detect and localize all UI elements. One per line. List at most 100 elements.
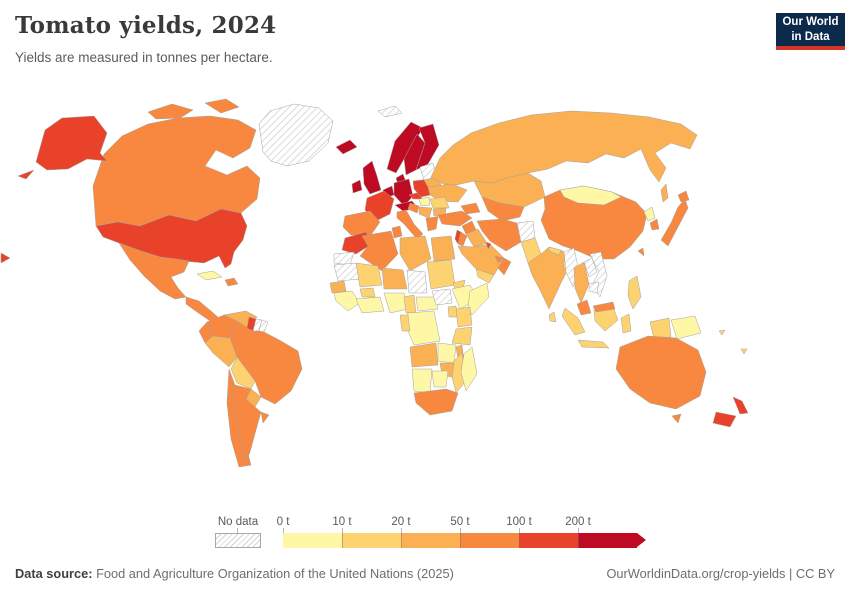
region-croatia[interactable] (407, 202, 420, 214)
region-hungary[interactable] (418, 196, 431, 207)
region-drc[interactable] (405, 310, 441, 346)
region-laos[interactable] (583, 257, 598, 278)
region-western-sahara[interactable] (333, 251, 355, 266)
region-finland[interactable] (415, 123, 440, 171)
region-canada[interactable] (92, 115, 261, 227)
region-pacific-islands[interactable] (740, 348, 748, 355)
legend-segment-200+[interactable] (578, 533, 637, 548)
region-indonesia-papua[interactable] (649, 317, 672, 340)
legend-segment-50-100[interactable] (460, 533, 519, 548)
region-chad[interactable] (406, 269, 428, 294)
region-new-zealand-north[interactable] (732, 396, 749, 415)
region-greece[interactable] (425, 216, 439, 232)
region-tanzania[interactable] (451, 326, 473, 346)
region-zambia[interactable] (437, 342, 457, 364)
region-mexico[interactable] (118, 242, 190, 300)
owid-logo[interactable]: Our World in Data (776, 13, 845, 50)
region-cameroon[interactable] (403, 294, 417, 314)
region-svalbard[interactable] (377, 105, 403, 118)
region-south-sudan[interactable] (431, 288, 453, 306)
region-north-korea[interactable] (643, 206, 656, 222)
region-car[interactable] (415, 296, 439, 312)
region-egypt[interactable] (430, 235, 456, 262)
region-libya[interactable] (399, 235, 432, 272)
region-indonesia-sumatra[interactable] (561, 307, 586, 336)
region-nepal[interactable] (548, 246, 562, 256)
region-russia-sakhalin[interactable] (660, 183, 669, 203)
region-uk[interactable] (362, 160, 382, 195)
region-usa-aleutians[interactable] (17, 169, 35, 180)
region-hispaniola[interactable] (224, 277, 239, 287)
region-kenya[interactable] (455, 306, 473, 328)
region-turkey[interactable] (437, 210, 473, 227)
region-balkans[interactable] (418, 206, 433, 219)
region-new-zealand-south[interactable] (712, 411, 737, 428)
region-congo[interactable] (399, 314, 411, 332)
region-iran[interactable] (476, 218, 522, 252)
footer-link[interactable]: OurWorldinData.org/crop-yields | CC BY (606, 566, 835, 581)
region-uae[interactable] (494, 255, 505, 264)
region-madagascar[interactable] (460, 346, 478, 392)
region-french-guiana[interactable] (258, 319, 269, 333)
legend-segment-10-20[interactable] (342, 533, 401, 548)
region-malaysia-borneo[interactable] (592, 301, 616, 313)
region-oman[interactable] (497, 257, 512, 276)
region-philippines[interactable] (627, 275, 642, 310)
region-sudan[interactable] (426, 259, 456, 290)
region-ireland[interactable] (351, 179, 363, 194)
region-japan-hokkaido[interactable] (677, 190, 690, 203)
region-sri-lanka[interactable] (548, 311, 557, 323)
region-thailand[interactable] (573, 261, 590, 304)
region-senegal[interactable] (329, 280, 347, 294)
region-south-korea[interactable] (649, 218, 660, 231)
region-tunisia[interactable] (391, 225, 403, 239)
region-australia-tasmania[interactable] (671, 413, 682, 424)
no-data-swatch[interactable] (215, 533, 261, 548)
region-central-asia[interactable] (481, 196, 525, 222)
region-iceland[interactable] (335, 139, 358, 155)
region-argentina[interactable] (232, 384, 262, 463)
region-romania[interactable] (429, 196, 450, 209)
region-cambodia[interactable] (588, 281, 600, 294)
region-angola[interactable] (409, 342, 439, 368)
region-namibia[interactable] (411, 368, 433, 394)
region-botswana[interactable] (431, 370, 449, 388)
region-kuwait[interactable] (485, 241, 492, 250)
region-nigeria[interactable] (383, 292, 409, 314)
region-jordan[interactable] (457, 231, 468, 247)
region-canada[interactable] (147, 103, 194, 120)
region-uganda[interactable] (447, 305, 458, 318)
region-guinea[interactable] (333, 290, 361, 312)
legend-segment-20-50[interactable] (401, 533, 460, 548)
region-burkina[interactable] (359, 287, 376, 298)
region-mali[interactable] (355, 262, 383, 288)
legend-segment-0-10[interactable] (283, 533, 342, 548)
region-canada[interactable] (204, 98, 240, 114)
region-pacific-islands[interactable] (718, 329, 726, 336)
region-indonesia-sulawesi[interactable] (620, 313, 632, 334)
region-uruguay[interactable] (260, 411, 270, 424)
legend-segment-100-200[interactable] (519, 533, 578, 548)
region-mauritania[interactable] (333, 262, 361, 282)
region-india[interactable] (527, 246, 570, 310)
region-taiwan[interactable] (637, 247, 645, 257)
region-malaysia[interactable] (576, 299, 592, 316)
region-mongolia[interactable] (559, 185, 622, 206)
region-usa-alaska[interactable] (35, 115, 108, 171)
region-indonesia-java[interactable] (577, 339, 610, 349)
region-russia[interactable] (430, 110, 698, 186)
region-cuba[interactable] (196, 270, 223, 281)
region-algeria[interactable] (359, 230, 399, 272)
region-germany[interactable] (393, 178, 414, 207)
region-australia[interactable] (615, 335, 707, 410)
region-greenland[interactable] (258, 103, 334, 167)
region-gulf-coast[interactable] (355, 296, 385, 314)
region-png[interactable] (670, 315, 702, 340)
region-south-africa[interactable] (413, 388, 459, 416)
region-somalia[interactable] (467, 282, 490, 316)
region-niger[interactable] (381, 267, 408, 290)
region-usa-hawaii[interactable] (0, 252, 11, 264)
region-yemen[interactable] (475, 268, 495, 284)
region-caucasus[interactable] (460, 202, 481, 215)
region-japan[interactable] (660, 198, 689, 247)
